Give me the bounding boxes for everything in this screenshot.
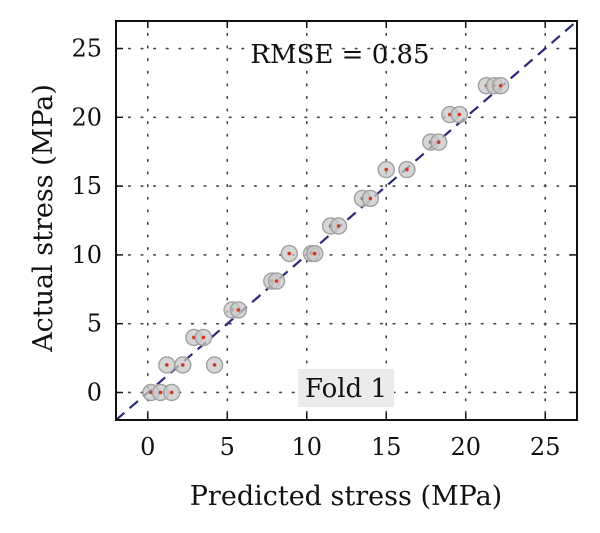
data-point	[267, 272, 286, 290]
data-point	[450, 105, 469, 124]
y-tick-label: 25	[71, 35, 102, 63]
axis-ticks: 0 5 10 15 20 25 0 5 10 15 20 25	[71, 21, 577, 461]
data-point	[329, 217, 348, 235]
point-center	[236, 308, 241, 312]
data-point	[398, 160, 416, 179]
data-point	[158, 356, 176, 374]
data-point	[377, 160, 395, 179]
data-point	[174, 356, 192, 374]
point-center	[169, 390, 174, 395]
point-center	[457, 112, 462, 117]
x-axis-label: Predicted stress (MPa)	[190, 481, 502, 512]
data-point	[194, 328, 213, 347]
point-center	[436, 140, 441, 144]
x-tick-label: 20	[450, 433, 481, 461]
point-center	[384, 167, 389, 172]
point-center	[287, 251, 292, 256]
y-tick-label: 20	[71, 103, 102, 131]
data-point	[491, 76, 510, 95]
data-point	[229, 301, 248, 319]
fold-label-box	[298, 369, 394, 407]
point-center	[180, 363, 185, 367]
point-center	[498, 83, 503, 88]
data-point	[430, 133, 448, 151]
x-tick-label: 25	[530, 433, 561, 461]
point-center	[165, 363, 169, 367]
data-points	[142, 76, 510, 402]
data-point	[361, 189, 380, 208]
point-center	[158, 390, 163, 395]
x-tick-label: 15	[371, 433, 402, 461]
point-center	[312, 251, 317, 256]
point-center	[368, 196, 373, 201]
fold-label: Fold 1	[305, 374, 387, 404]
data-point	[306, 244, 324, 263]
x-tick-label: 10	[291, 433, 322, 461]
data-point	[280, 244, 298, 263]
data-point	[162, 383, 181, 402]
rmse-annotation: RMSE = 0.85	[250, 40, 429, 70]
grid	[115, 20, 578, 421]
point-center	[274, 279, 279, 283]
x-tick-label: 0	[140, 433, 155, 461]
y-tick-label: 0	[87, 378, 102, 406]
point-center	[201, 335, 206, 340]
y-tick-label: 10	[71, 241, 102, 269]
y-tick-label: 5	[87, 310, 102, 338]
point-center	[212, 363, 217, 367]
y-axis-label: Actual stress (MPa)	[28, 84, 59, 353]
point-center	[336, 224, 341, 228]
data-point	[205, 356, 224, 374]
plot-frame	[115, 20, 578, 421]
y-tick-label: 15	[71, 172, 102, 200]
x-tick-label: 5	[220, 433, 235, 461]
point-center	[405, 167, 409, 172]
